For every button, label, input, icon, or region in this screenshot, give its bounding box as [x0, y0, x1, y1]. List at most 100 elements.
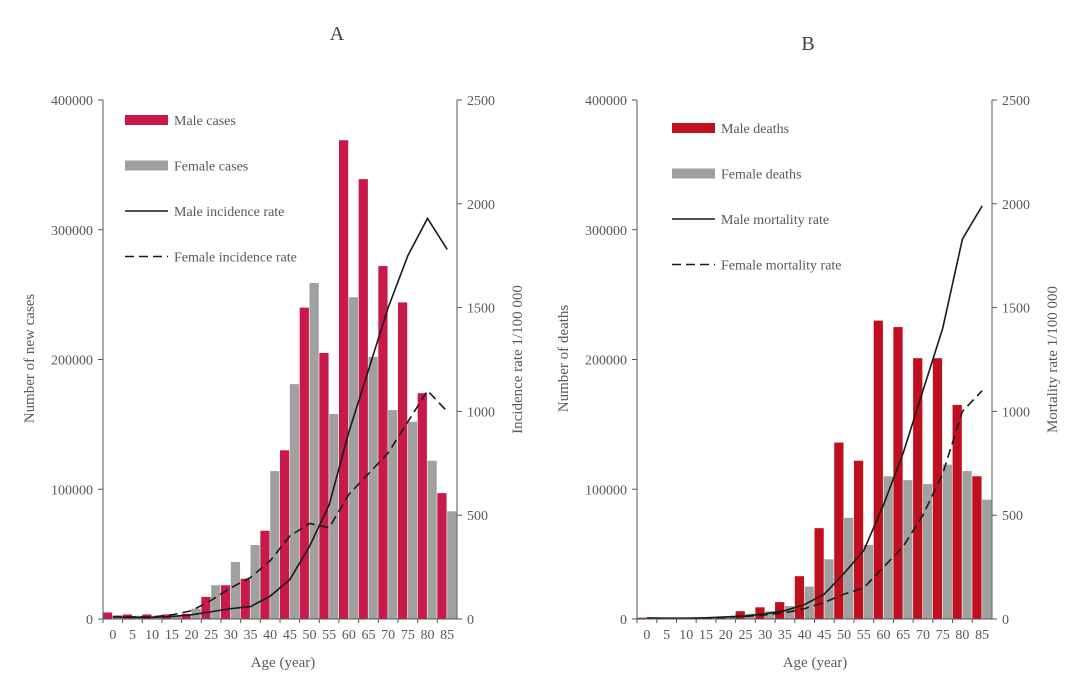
bar-male-deaths — [893, 327, 903, 619]
x-tick-label: 5 — [663, 628, 670, 643]
x-tick-label: 60 — [877, 628, 891, 643]
x-tick-label: 70 — [381, 628, 395, 643]
legend-male-deaths-label: Male deaths — [721, 122, 789, 137]
x-tick-label: 65 — [896, 628, 910, 643]
bar-female-deaths — [765, 611, 775, 619]
x-tick-label: 20 — [185, 628, 199, 643]
legend-female-cases-label: Female cases — [174, 160, 248, 175]
bar-female-cases — [230, 561, 241, 619]
bar-female-cases — [329, 414, 339, 619]
x-tick-label: 35 — [778, 628, 792, 643]
x-tick-label: 15 — [165, 628, 179, 643]
y2-tick-label: 0 — [1002, 613, 1009, 628]
bar-female-cases — [211, 585, 221, 619]
panel-a: A010000020000030000040000005001000150020… — [22, 23, 526, 671]
x-tick-label: 10 — [145, 628, 159, 643]
legend-female-deaths-swatch — [672, 168, 715, 179]
y2-tick-label: 1000 — [467, 405, 495, 420]
y2-tick-label: 2000 — [1002, 198, 1030, 213]
bar-male-cases — [319, 353, 329, 619]
y-tick-label: 200000 — [51, 354, 93, 369]
bar-male-deaths — [972, 476, 982, 619]
bar-female-deaths — [903, 480, 913, 619]
bar-male-cases — [339, 140, 349, 619]
legend-male-cases-label: Male cases — [174, 114, 236, 129]
panel-b: B010000020000030000040000005001000150020… — [556, 33, 1061, 671]
bar-male-cases — [260, 530, 270, 619]
y2-tick-label: 2000 — [467, 198, 495, 213]
bar-female-cases — [388, 410, 398, 619]
y-tick-label: 0 — [620, 613, 627, 628]
x-tick-label: 15 — [699, 628, 713, 643]
bar-female-deaths — [725, 617, 736, 619]
bar-male-cases — [240, 578, 250, 619]
y-tick-label: 200000 — [585, 354, 627, 369]
x-tick-label: 55 — [322, 628, 336, 643]
line-female-incidence-rate — [112, 389, 448, 618]
x-tick-label: 25 — [204, 628, 218, 643]
line-male-mortality-rate — [646, 205, 983, 619]
x-tick-label: 75 — [936, 628, 950, 643]
legend-male-deaths-swatch — [672, 123, 715, 133]
legend-male-cases-swatch — [125, 115, 168, 125]
bar-male-deaths — [794, 576, 805, 619]
bar-male-deaths — [775, 602, 785, 619]
bar-female-cases — [368, 356, 378, 619]
legend-female-deaths-label: Female deaths — [721, 168, 801, 183]
y2-axis-label: Incidence rate 1/100 000 — [510, 285, 526, 434]
x-axis-label: Age (year) — [783, 655, 848, 671]
bar-male-cases — [201, 596, 211, 619]
bar-male-deaths — [735, 611, 745, 619]
x-tick-label: 50 — [303, 628, 317, 643]
bar-male-deaths — [913, 358, 923, 619]
y-tick-label: 100000 — [585, 483, 627, 498]
bar-female-deaths — [982, 499, 992, 619]
x-tick-label: 50 — [837, 628, 851, 643]
x-tick-label: 55 — [857, 628, 871, 643]
bar-male-cases — [417, 393, 427, 619]
y2-tick-label: 1500 — [467, 302, 495, 317]
x-tick-label: 0 — [643, 628, 650, 643]
x-tick-label: 30 — [758, 628, 772, 643]
x-tick-label: 60 — [342, 628, 356, 643]
bar-male-cases — [280, 450, 290, 619]
legend-male-mortality-rate-label: Male mortality rate — [721, 213, 829, 228]
bar-male-cases — [221, 585, 231, 619]
bar-female-cases — [427, 460, 437, 619]
bar-male-cases — [299, 307, 309, 619]
y2-tick-label: 1000 — [1002, 405, 1030, 420]
bar-male-deaths — [932, 358, 943, 619]
line-female-mortality-rate — [646, 390, 983, 620]
bar-female-cases — [348, 297, 359, 619]
bar-male-cases — [398, 302, 408, 619]
x-tick-label: 5 — [129, 628, 136, 643]
bar-female-cases — [270, 471, 280, 619]
x-tick-label: 25 — [738, 628, 752, 643]
y-tick-label: 400000 — [51, 94, 93, 109]
x-tick-label: 10 — [679, 628, 693, 643]
x-tick-label: 75 — [401, 628, 415, 643]
y2-tick-label: 0 — [467, 613, 474, 628]
panel-title: B — [801, 33, 814, 55]
bar-male-cases — [181, 613, 191, 619]
y-axis-label: Number of deaths — [556, 305, 572, 413]
y-tick-label: 100000 — [51, 483, 93, 498]
bar-female-deaths — [942, 464, 952, 619]
bar-female-cases — [289, 384, 300, 619]
legend-female-cases-swatch — [125, 160, 168, 171]
x-tick-label: 30 — [224, 628, 238, 643]
x-tick-label: 35 — [244, 628, 258, 643]
bar-male-deaths — [834, 442, 844, 619]
y2-tick-label: 500 — [467, 509, 488, 524]
x-tick-label: 20 — [719, 628, 733, 643]
legend-male-incidence-rate-label: Male incidence rate — [174, 205, 284, 220]
bar-male-deaths — [952, 404, 962, 619]
y2-tick-label: 500 — [1002, 509, 1023, 524]
bar-female-cases — [309, 282, 319, 619]
y2-tick-label: 1500 — [1002, 302, 1030, 317]
legend-female-incidence-rate-label: Female incidence rate — [174, 251, 297, 266]
y2-tick-label: 2500 — [1002, 94, 1030, 109]
bar-male-deaths — [814, 528, 824, 619]
y-tick-label: 300000 — [51, 224, 93, 239]
